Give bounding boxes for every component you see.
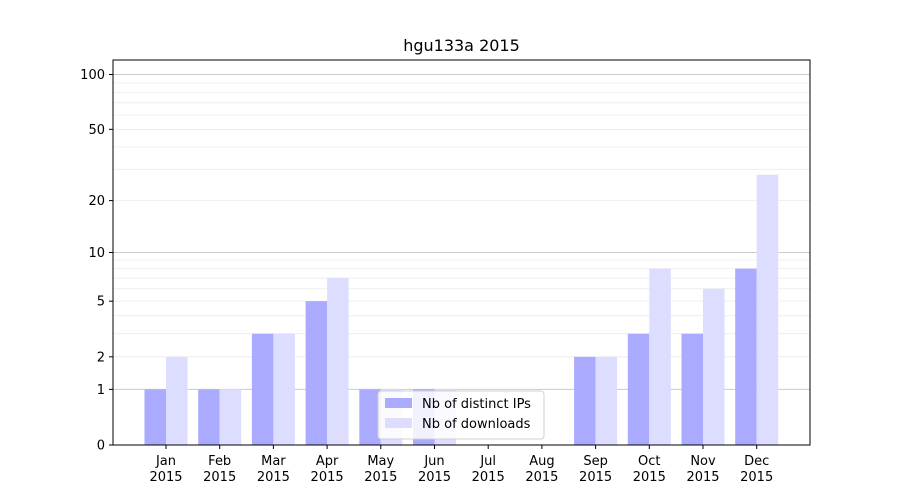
legend-swatch — [385, 398, 412, 408]
bar-downloads-nov — [703, 288, 725, 445]
bar-distinct-ips-jan — [144, 389, 166, 445]
bar-distinct-ips-mar — [251, 333, 274, 445]
bar-downloads-mar — [273, 333, 295, 445]
x-tick-label: Jun 2015 — [418, 454, 451, 485]
bar-distinct-ips-feb — [198, 389, 220, 445]
legend-swatch — [385, 418, 412, 428]
x-axis: Jan 2015 Feb 2015 Mar 2015 Apr 2015 May 2015 Jun 20… — [149, 445, 773, 485]
x-tick-label: Nov 2015 — [686, 454, 719, 485]
y-tick-label: 2 — [97, 350, 105, 365]
bars — [144, 174, 779, 446]
chart-title: hgu133a 2015 — [403, 36, 520, 55]
bar-downloads-dec — [756, 174, 779, 446]
bar-distinct-ips-apr — [305, 301, 328, 445]
x-tick-label: May 2015 — [364, 454, 397, 485]
bar-downloads-sep — [595, 356, 618, 445]
y-tick-label: 50 — [88, 123, 105, 138]
x-tick-label: Apr 2015 — [311, 454, 344, 485]
y-tick-label: 10 — [88, 246, 105, 261]
bar-distinct-ips-may — [359, 389, 381, 445]
legend: Nb of distinct IPs Nb of downloads — [377, 390, 545, 440]
bar-distinct-ips-sep — [574, 356, 596, 445]
x-tick-label: Dec 2015 — [740, 454, 773, 485]
bar-downloads-apr — [327, 278, 349, 445]
legend-box — [377, 390, 545, 440]
x-tick-label: Feb 2015 — [203, 454, 236, 485]
y-tick-label: 1 — [97, 383, 105, 398]
x-tick-label: Mar 2015 — [257, 454, 290, 485]
legend-label: Nb of distinct IPs — [422, 397, 531, 412]
y-tick-label: 100 — [80, 68, 105, 83]
x-tick-label: Aug 2015 — [525, 454, 558, 485]
bar-downloads-oct — [649, 268, 671, 445]
bar-distinct-ips-oct — [627, 333, 650, 445]
bar-downloads-jan — [166, 356, 188, 445]
y-axis: 0 1 2 5 10 20 50 100 — [80, 68, 113, 454]
bar-distinct-ips-dec — [735, 268, 757, 445]
x-tick-label: Jul 2015 — [472, 454, 505, 485]
grid-lines — [113, 74, 810, 390]
x-tick-label: Oct 2015 — [633, 454, 666, 485]
x-tick-label: Sep 2015 — [579, 454, 612, 485]
legend-label: Nb of downloads — [422, 417, 531, 432]
y-tick-label: 0 — [97, 439, 105, 454]
x-tick-label: Jan 2015 — [149, 454, 182, 485]
bar-distinct-ips-nov — [681, 333, 703, 445]
bar-downloads-feb — [219, 389, 242, 445]
y-tick-label: 20 — [88, 194, 105, 209]
y-tick-label: 5 — [97, 295, 105, 310]
